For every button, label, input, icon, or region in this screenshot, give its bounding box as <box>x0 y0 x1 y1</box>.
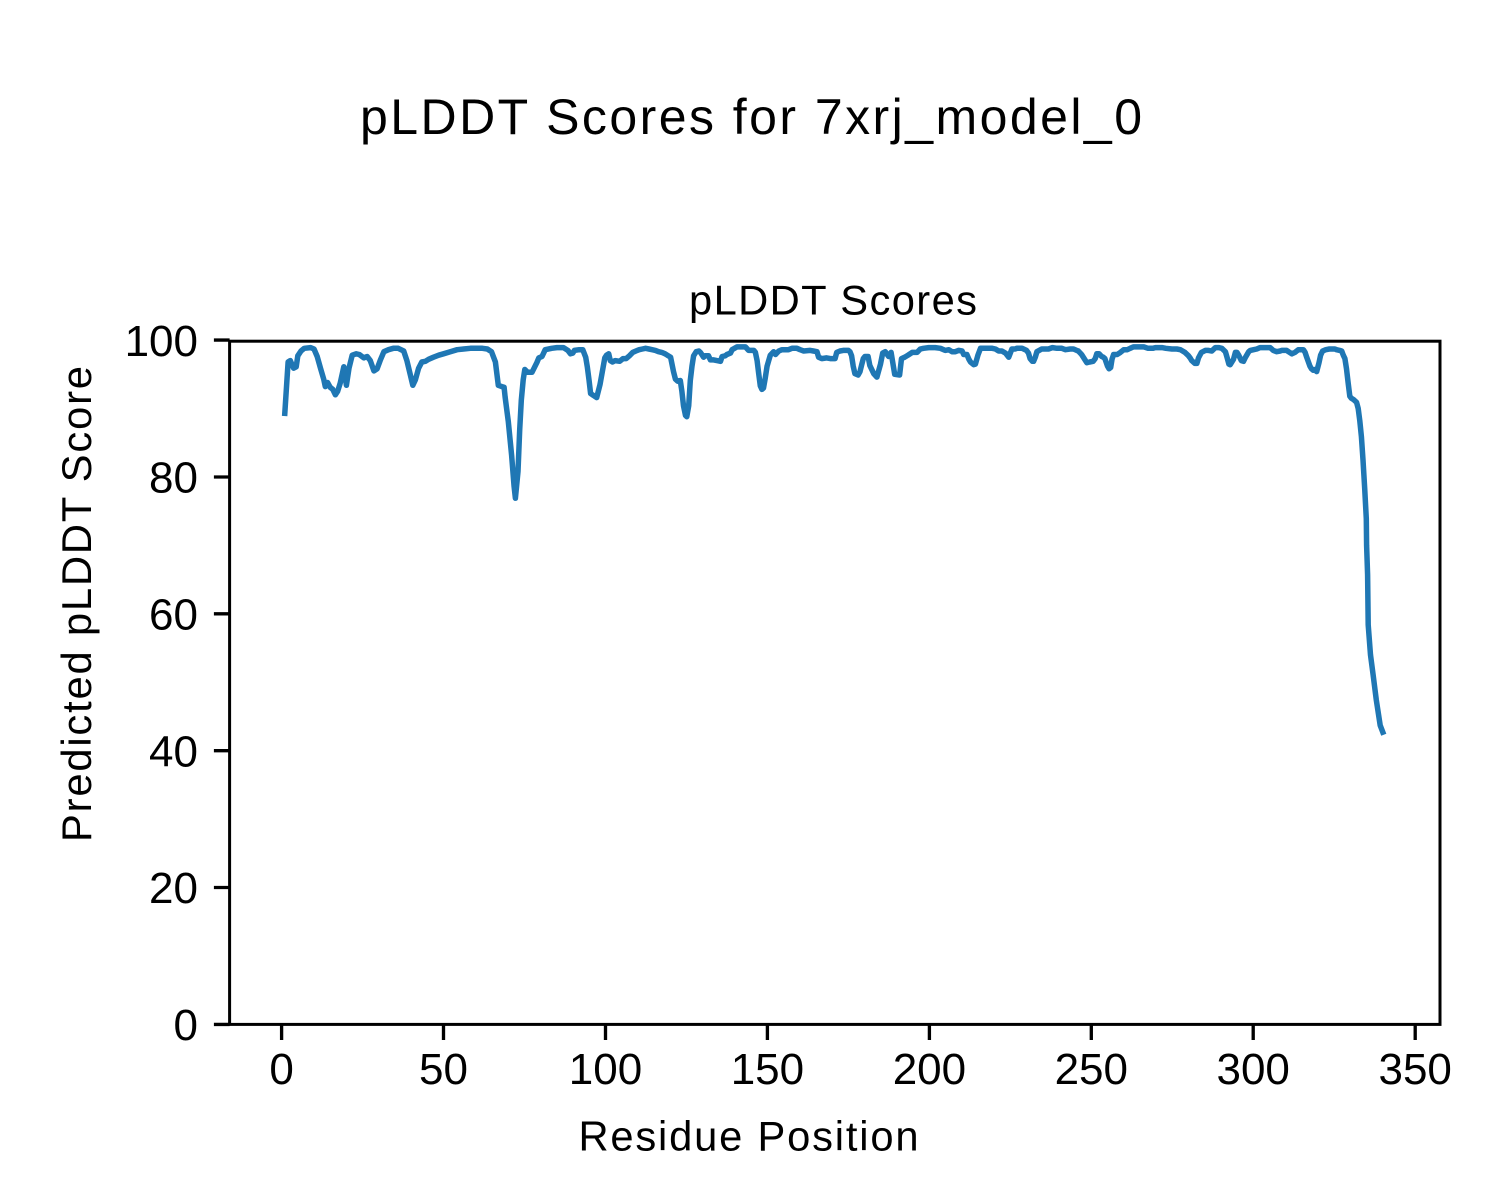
svg-text:pLDDT Scores for 7xrj_model_0: pLDDT Scores for 7xrj_model_0 <box>360 89 1142 145</box>
svg-text:Predicted pLDDT Score: Predicted pLDDT Score <box>53 366 100 842</box>
svg-text:pLDDT Scores: pLDDT Scores <box>689 276 977 323</box>
svg-text:300: 300 <box>1216 1045 1289 1094</box>
svg-text:20: 20 <box>149 864 198 913</box>
svg-text:0: 0 <box>269 1045 293 1094</box>
svg-text:250: 250 <box>1055 1045 1128 1094</box>
svg-text:80: 80 <box>149 454 198 503</box>
svg-text:350: 350 <box>1378 1045 1451 1094</box>
svg-text:100: 100 <box>569 1045 642 1094</box>
svg-text:40: 40 <box>149 727 198 776</box>
svg-text:60: 60 <box>149 591 198 640</box>
svg-text:150: 150 <box>731 1045 804 1094</box>
svg-text:Residue Position: Residue Position <box>579 1113 919 1160</box>
svg-text:0: 0 <box>174 1001 198 1050</box>
svg-text:200: 200 <box>893 1045 966 1094</box>
svg-text:100: 100 <box>125 317 198 366</box>
svg-text:50: 50 <box>419 1045 468 1094</box>
